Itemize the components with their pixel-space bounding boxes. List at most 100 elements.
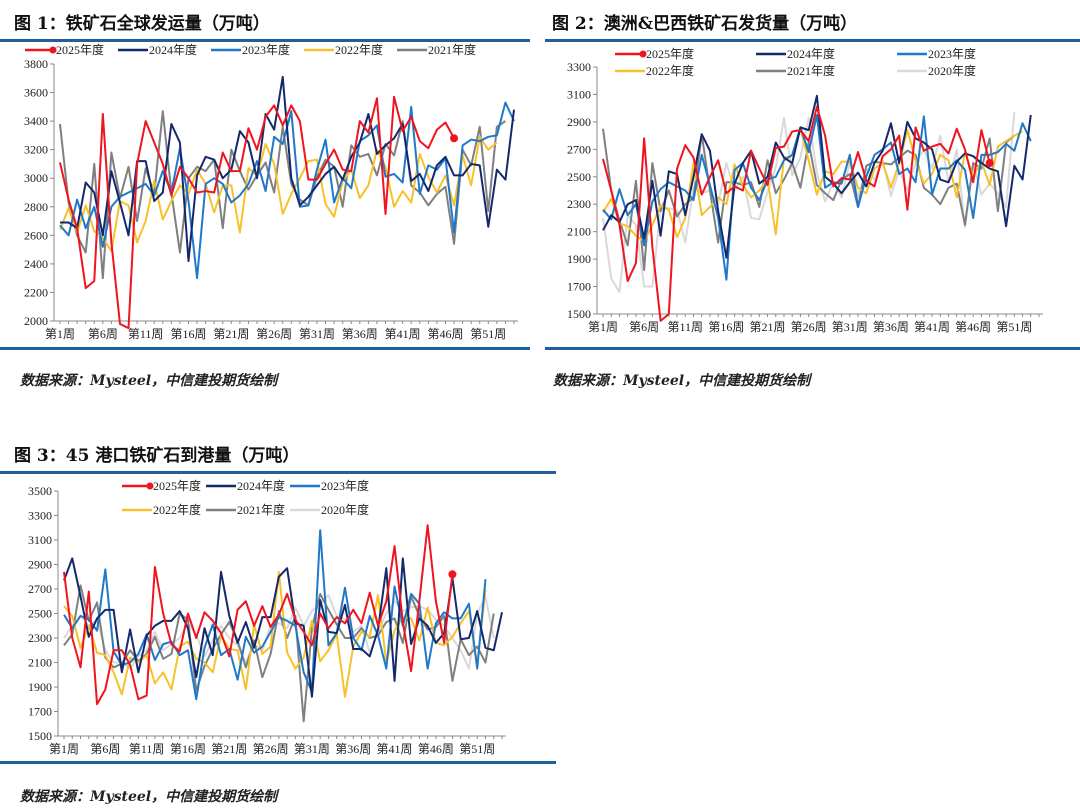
x-tick-label: 第31周 xyxy=(832,320,868,334)
latest-point-marker xyxy=(985,159,994,168)
legend-label-2025: 2025年度 xyxy=(153,478,201,493)
y-tick-label: 3800 xyxy=(24,57,48,71)
x-tick-label: 第21周 xyxy=(213,327,249,341)
chart2-title: 图 2：澳洲&巴西铁矿石发货量（万吨） xyxy=(552,14,858,34)
x-tick-label: 第21周 xyxy=(750,320,786,334)
legend-label-2021: 2021年度 xyxy=(428,42,476,57)
y-tick-label: 1700 xyxy=(567,280,591,294)
x-tick-label: 第26周 xyxy=(791,320,827,334)
legend-marker xyxy=(49,46,57,54)
series-line-2024 xyxy=(602,94,1032,259)
legend-label-2022: 2022年度 xyxy=(335,42,383,57)
y-tick-label: 3500 xyxy=(28,484,52,498)
legend-label-2020: 2020年度 xyxy=(321,502,369,517)
legend-label-2025: 2025年度 xyxy=(646,46,694,61)
y-tick-label: 1900 xyxy=(567,252,591,266)
x-tick-label: 第16周 xyxy=(170,742,206,756)
x-tick-label: 第1周 xyxy=(588,320,618,334)
y-tick-label: 1500 xyxy=(28,729,52,743)
x-tick-label: 第36周 xyxy=(342,327,378,341)
x-tick-label: 第41周 xyxy=(377,742,413,756)
chart2-bottom-rule xyxy=(545,347,1080,350)
chart3-45-port-arrivals: 1500 1700 1900 2100 2300 2500 2700 2900 3100 3300… xyxy=(28,478,506,756)
chart1-bottom-rule xyxy=(0,347,530,350)
y-tick-label: 2200 xyxy=(24,285,48,299)
x-tick-label: 第6周 xyxy=(90,742,120,756)
series-line-2025 xyxy=(63,524,454,706)
series-line-2021 xyxy=(59,110,506,280)
series-line-2025 xyxy=(59,95,455,330)
y-tick-label: 3100 xyxy=(28,533,52,547)
series-line-2022 xyxy=(602,127,1023,243)
series-line-2023 xyxy=(63,529,487,701)
series-line-2021 xyxy=(63,584,495,723)
legend-label-2023: 2023年度 xyxy=(928,46,976,61)
x-tick-label: 第11周 xyxy=(667,320,703,334)
x-tick-label: 第11周 xyxy=(129,742,165,756)
x-tick-label: 第6周 xyxy=(88,327,118,341)
legend-label-2022: 2022年度 xyxy=(646,63,694,78)
chart1-global-shipments: 2000 2200 2400 2600 2800 3000 3200 3400 3600 3800… xyxy=(24,42,518,341)
x-tick-label: 第31周 xyxy=(299,327,335,341)
series-line-2025 xyxy=(602,105,991,322)
x-tick-label: 第41周 xyxy=(914,320,950,334)
chart1-title: 图 1：铁矿石全球发运量（万吨） xyxy=(14,14,270,34)
x-tick-label: 第21周 xyxy=(211,742,247,756)
series-line-2023 xyxy=(602,114,1032,281)
y-tick-label: 3300 xyxy=(28,509,52,523)
y-tick-label: 2800 xyxy=(24,200,48,214)
chart2-source: 数据来源：Mysteel，中信建投期货绘制 xyxy=(553,373,811,389)
y-tick-label: 2300 xyxy=(28,631,52,645)
chart1-top-rule xyxy=(0,39,530,42)
x-tick-label: 第46周 xyxy=(955,320,991,334)
legend-label-2024: 2024年度 xyxy=(237,478,285,493)
y-tick-label: 2300 xyxy=(567,197,591,211)
x-tick-label: 第36周 xyxy=(873,320,909,334)
series-line-2020 xyxy=(602,112,1016,294)
y-tick-label: 3400 xyxy=(24,114,48,128)
legend-label-2024: 2024年度 xyxy=(787,46,835,61)
series-line-2022 xyxy=(59,135,498,253)
y-tick-label: 1900 xyxy=(28,680,52,694)
y-tick-label: 1500 xyxy=(567,307,591,321)
y-tick-label: 2500 xyxy=(567,170,591,184)
y-tick-label: 3200 xyxy=(24,143,48,157)
x-tick-label: 第51周 xyxy=(996,320,1032,334)
chart2-au-br-shipments: 1500 1700 1900 2100 2300 2500 2700 2900 3100 3300… xyxy=(567,46,1043,334)
x-tick-label: 第51周 xyxy=(470,327,506,341)
x-tick-label: 第46周 xyxy=(418,742,454,756)
x-tick-label: 第6周 xyxy=(629,320,659,334)
y-tick-label: 2500 xyxy=(28,607,52,621)
x-tick-label: 第1周 xyxy=(49,742,79,756)
y-tick-label: 2100 xyxy=(28,656,52,670)
x-tick-label: 第31周 xyxy=(294,742,330,756)
y-tick-label: 2400 xyxy=(24,257,48,271)
chart1-source: 数据来源：Mysteel，中信建投期货绘制 xyxy=(20,373,278,389)
legend-label-2023: 2023年度 xyxy=(321,478,369,493)
y-tick-label: 2900 xyxy=(567,115,591,129)
x-tick-label: 第16周 xyxy=(708,320,744,334)
y-tick-label: 2700 xyxy=(567,142,591,156)
chart2-top-rule xyxy=(545,39,1080,42)
legend-label-2021: 2021年度 xyxy=(237,502,285,517)
x-tick-label: 第36周 xyxy=(335,742,371,756)
legend-label-2021: 2021年度 xyxy=(787,63,835,78)
series-line-2021 xyxy=(602,128,1015,272)
legend-label-2023: 2023年度 xyxy=(242,42,290,57)
legend-label-2022: 2022年度 xyxy=(153,502,201,517)
x-tick-label: 第51周 xyxy=(459,742,495,756)
y-tick-label: 3100 xyxy=(567,87,591,101)
legend-marker xyxy=(146,482,154,490)
x-tick-label: 第16周 xyxy=(170,327,206,341)
y-tick-label: 2900 xyxy=(28,558,52,572)
y-tick-label: 2600 xyxy=(24,228,48,242)
chart3-title: 图 3：45 港口铁矿石到港量（万吨） xyxy=(14,446,300,466)
y-tick-label: 2700 xyxy=(28,582,52,596)
y-tick-label: 3300 xyxy=(567,60,591,74)
y-tick-label: 3000 xyxy=(24,171,48,185)
latest-point-marker xyxy=(448,570,457,579)
x-tick-label: 第26周 xyxy=(256,327,292,341)
series-line-2024 xyxy=(63,557,503,698)
legend-label-2020: 2020年度 xyxy=(928,63,976,78)
x-tick-label: 第11周 xyxy=(128,327,164,341)
